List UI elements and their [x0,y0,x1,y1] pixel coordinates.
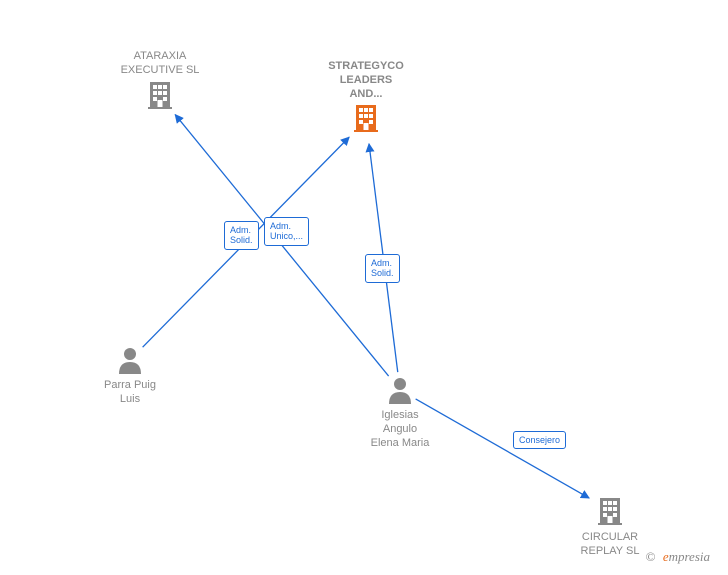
building-icon [144,78,176,115]
node-label: ATARAXIA EXECUTIVE SL [121,50,200,78]
person-icon [117,346,143,379]
building-icon [350,101,382,138]
watermark-text: mpresia [669,549,710,564]
node-ataraxia[interactable]: ATARAXIA EXECUTIVE SL [105,50,215,115]
node-label: STRATEGYCO LEADERS AND... [328,60,404,101]
edge-label: Consejero [513,431,566,449]
node-parra[interactable]: Parra Puig Luis [75,346,185,407]
copyright-symbol: © [646,549,656,564]
node-label: Iglesias Angulo Elena Maria [371,409,430,450]
building-icon [594,494,626,531]
node-strategyco[interactable]: STRATEGYCO LEADERS AND... [311,60,421,138]
edge-label: Adm. Solid. [365,254,400,283]
node-iglesias[interactable]: Iglesias Angulo Elena Maria [345,376,455,450]
node-label: CIRCULAR REPLAY SL [581,531,640,559]
diagram-canvas: ATARAXIA EXECUTIVE SL STRATEGYCO LEADERS… [0,0,728,575]
node-label: Parra Puig Luis [104,379,156,407]
edge-label: Adm. Unico,... [264,217,309,246]
person-icon [387,376,413,409]
watermark: © empresia [646,549,710,565]
edge-label: Adm. Solid. [224,221,259,250]
